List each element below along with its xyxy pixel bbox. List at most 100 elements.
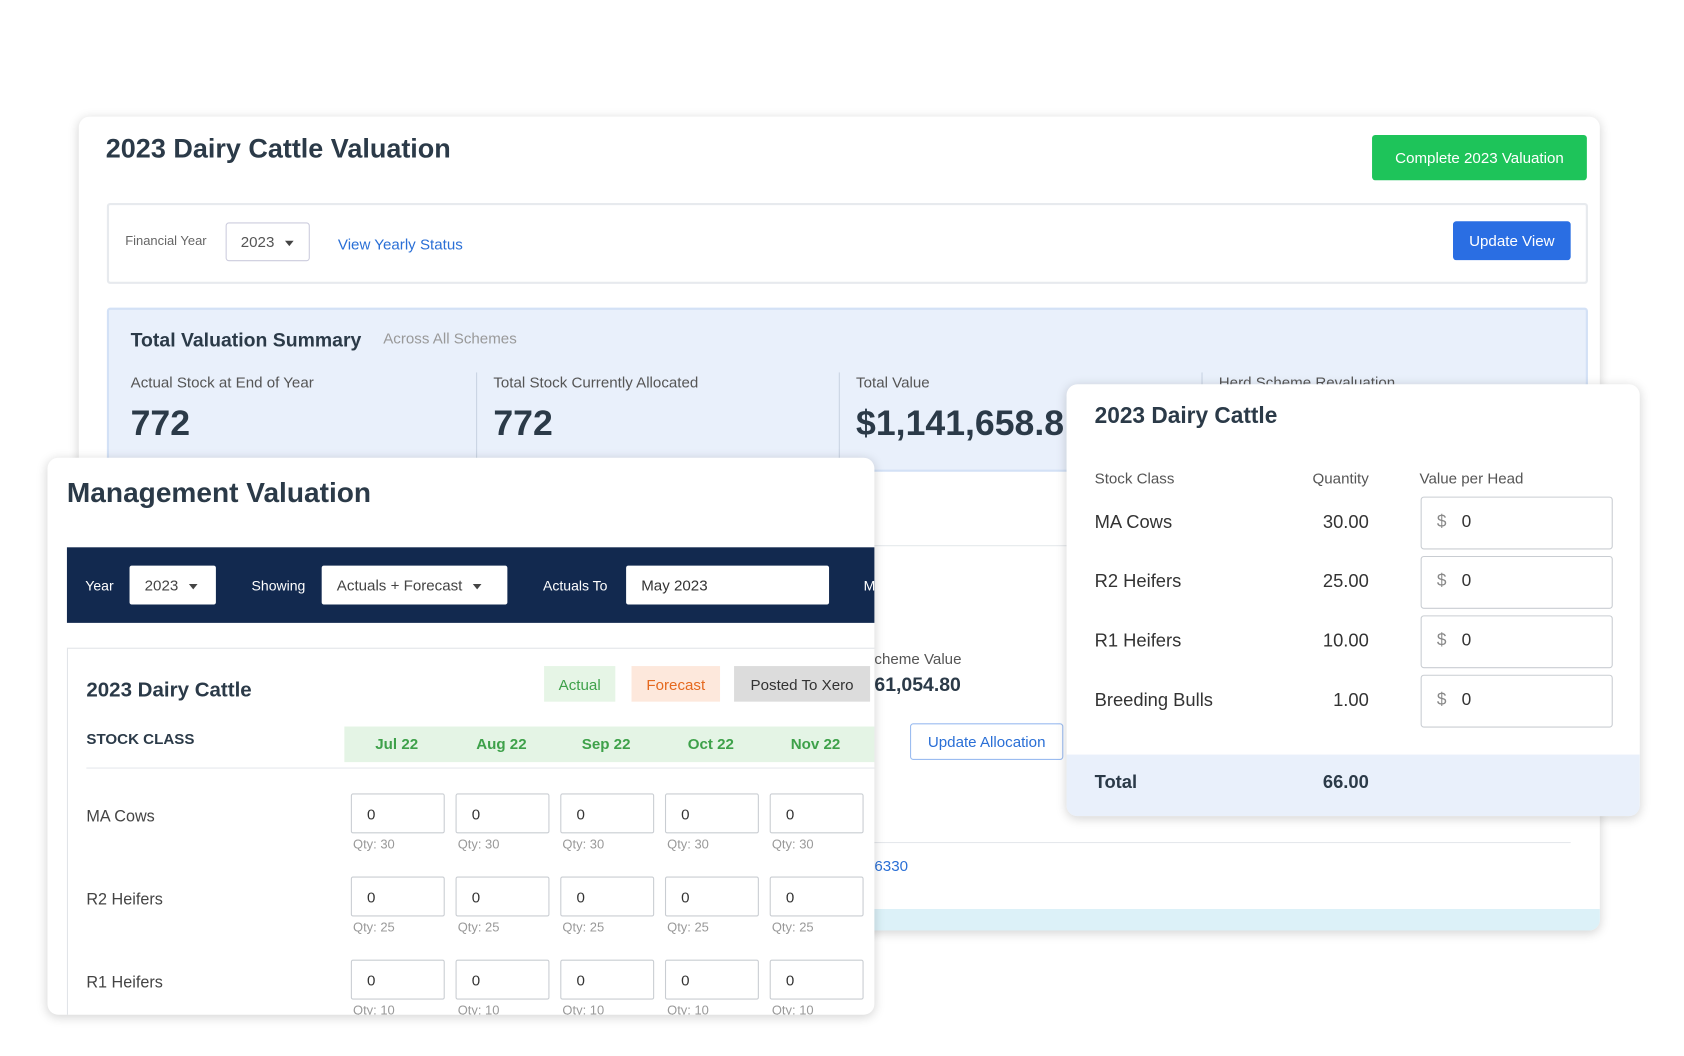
filter-box: Financial Year 2023 View Yearly Status Upda… xyxy=(106,202,1588,284)
value-input[interactable]: 0 xyxy=(769,793,864,834)
quantity: 10.00 xyxy=(1322,630,1369,651)
qty-note: Qty: 10 xyxy=(771,1002,814,1015)
value-input[interactable]: $0 xyxy=(1420,555,1613,609)
month-header: Oct 22 xyxy=(687,735,734,753)
value-input[interactable]: 0 xyxy=(350,793,445,834)
filter-label: Year xyxy=(85,577,114,594)
year-select[interactable]: 2023 xyxy=(225,222,310,262)
yearly-status-link[interactable]: View Yearly Status xyxy=(337,235,463,253)
stat-value: 772 xyxy=(130,402,191,443)
filter-bar: Year 2023 Showing Actuals + Forecast Actuals… xyxy=(66,547,875,623)
filter-label: Financial Year xyxy=(125,233,207,249)
column-header: Quantity xyxy=(1312,469,1369,487)
scheme-value-label: cheme Value xyxy=(874,649,962,668)
year-select[interactable]: 2023 xyxy=(129,565,216,605)
qty-note: Qty: 30 xyxy=(667,836,709,852)
value-input[interactable]: 0 xyxy=(664,959,759,1000)
qty-note: Qty: 30 xyxy=(771,836,814,852)
filter-label: Actuals To xyxy=(542,577,608,594)
qty-note: Qty: 30 xyxy=(457,836,500,852)
stat-divider xyxy=(476,372,478,459)
value-input[interactable]: 0 xyxy=(455,959,550,1000)
filter-label: M xyxy=(863,577,875,594)
row-label: R1 Heifers xyxy=(86,973,163,993)
value-input[interactable]: 0 xyxy=(560,959,655,1000)
month-header: Nov 22 xyxy=(790,735,841,753)
value-input[interactable]: 0 xyxy=(455,793,550,834)
quantity: 30.00 xyxy=(1322,511,1369,533)
column-header: STOCK CLASS xyxy=(86,729,195,748)
summary-title: Total Valuation Summary xyxy=(130,329,362,351)
update-allocation-button[interactable]: Update Allocation xyxy=(910,723,1064,760)
value-input[interactable]: $0 xyxy=(1420,496,1613,550)
qty-note: Qty: 25 xyxy=(771,919,814,935)
row-label: R2 Heifers xyxy=(86,890,163,909)
update-view-button[interactable]: Update View xyxy=(1453,221,1571,261)
quantity: 1.00 xyxy=(1333,689,1369,711)
value-input[interactable]: 0 xyxy=(350,959,445,1000)
currency: $ xyxy=(1436,690,1447,710)
qty-note: Qty: 30 xyxy=(562,836,605,852)
legend-badge: Actual xyxy=(544,666,616,702)
management-panel: Management Valuation Year 2023 Showing Actua… xyxy=(47,457,875,1015)
qty-note: Qty: 10 xyxy=(562,1002,605,1015)
month-header: Sep 22 xyxy=(581,735,631,753)
qty-note: Qty: 10 xyxy=(667,1002,709,1015)
currency: $ xyxy=(1436,572,1447,591)
stat-label: Actual Stock at End of Year xyxy=(130,373,314,391)
complete-button[interactable]: Complete 2023 Valuation xyxy=(1372,134,1587,181)
stat-label: Total Stock Currently Allocated xyxy=(493,373,699,391)
reference-link[interactable]: 6330 xyxy=(874,857,909,875)
scheme-panel: 2023 Dairy Cattle Stock Class Quantity Valu… xyxy=(1066,384,1640,817)
summary-subtitle: Across All Schemes xyxy=(383,329,517,347)
column-header: Value per Head xyxy=(1419,469,1524,487)
scheme-value: 61,054.80 xyxy=(874,673,961,696)
value-input[interactable]: 0 xyxy=(560,876,655,917)
value: 0 xyxy=(1461,572,1472,591)
value-input[interactable]: 0 xyxy=(664,793,759,834)
total-label: Total xyxy=(1094,771,1138,793)
showing-select[interactable]: Actuals + Forecast xyxy=(321,565,508,605)
stock-class: MA Cows xyxy=(1094,511,1173,533)
value-input[interactable]: $0 xyxy=(1420,615,1613,669)
total-value: 66.00 xyxy=(1322,771,1369,793)
qty-note: Qty: 25 xyxy=(562,919,605,935)
qty-note: Qty: 25 xyxy=(667,919,709,935)
month-band xyxy=(344,726,875,763)
valuation-card: 2023 Dairy Cattle Actual Forecast Posted To… xyxy=(66,647,875,1015)
value-input[interactable]: 0 xyxy=(560,793,655,834)
divider xyxy=(86,767,875,769)
total-row: Total 66.00 xyxy=(1066,754,1640,817)
qty-note: Qty: 10 xyxy=(457,1002,500,1015)
currency: $ xyxy=(1436,631,1447,650)
stat-value: $1,141,658.8 xyxy=(856,402,1065,443)
qty-note: Qty: 25 xyxy=(352,919,395,935)
qty-note: Qty: 10 xyxy=(352,1002,395,1015)
column-header: Stock Class xyxy=(1094,469,1175,487)
stat-divider xyxy=(838,372,840,459)
stat-value: 772 xyxy=(493,402,553,443)
value-input[interactable]: $0 xyxy=(1420,674,1613,728)
value-input[interactable]: 0 xyxy=(350,876,445,917)
value: 0 xyxy=(1461,631,1472,650)
currency: $ xyxy=(1436,512,1447,532)
legend-badge: Posted To Xero xyxy=(734,666,871,702)
date-input[interactable]: May 2023 xyxy=(626,565,830,605)
value-input[interactable]: 0 xyxy=(664,876,759,917)
value-input[interactable]: 0 xyxy=(769,959,864,1000)
card-title: 2023 Dairy Cattle xyxy=(86,679,252,702)
quantity: 25.00 xyxy=(1322,571,1369,592)
stock-class: R1 Heifers xyxy=(1094,630,1182,651)
qty-note: Qty: 30 xyxy=(352,836,395,852)
panel-title: Management Valuation xyxy=(66,476,372,509)
stock-class: Breeding Bulls xyxy=(1094,689,1213,711)
legend-badge: Forecast xyxy=(631,666,721,702)
value-input[interactable]: 0 xyxy=(769,876,864,917)
value-input[interactable]: 0 xyxy=(455,876,550,917)
qty-note: Qty: 25 xyxy=(457,919,500,935)
page-title: 2023 Dairy Cattle Valuation xyxy=(105,133,451,165)
value: 0 xyxy=(1461,512,1472,532)
stat-label: Total Value xyxy=(856,373,930,391)
